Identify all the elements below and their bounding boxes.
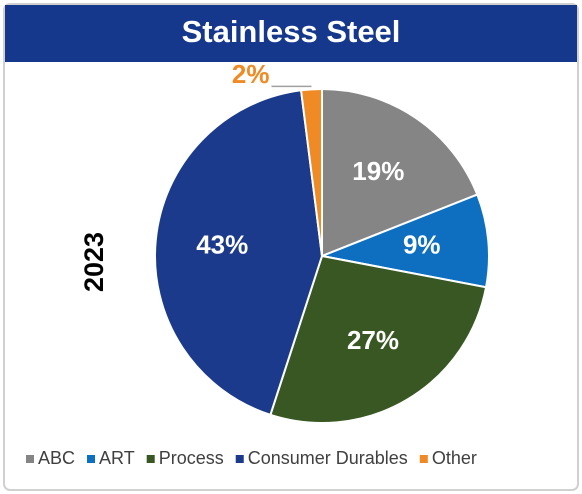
pie-slice [269, 254, 488, 424]
pie-slice [299, 87, 323, 257]
pie-slice [318, 193, 490, 289]
data-label: 19% [352, 156, 404, 186]
legend-label: Other [432, 448, 477, 468]
legend-swatch [26, 455, 34, 463]
pie-slice [154, 89, 324, 417]
panel-label: 2023 [79, 232, 109, 292]
data-label: 27% [347, 325, 399, 355]
pie-slice [321, 87, 479, 258]
legend-swatch [87, 455, 96, 463]
title-bar [5, 5, 577, 62]
data-label: 9% [403, 229, 441, 259]
data-label: 43% [196, 229, 248, 259]
legend-label: Consumer Durables [248, 448, 408, 468]
chart-title: Stainless Steel [182, 14, 401, 49]
legend-label: Process [159, 448, 224, 468]
data-label: 2% [232, 59, 270, 89]
legend-swatch [146, 455, 155, 463]
legend-swatch [419, 455, 428, 463]
legend-label: ABC [38, 448, 75, 468]
legend-swatch [235, 455, 244, 463]
legend-label: ART [99, 448, 135, 468]
